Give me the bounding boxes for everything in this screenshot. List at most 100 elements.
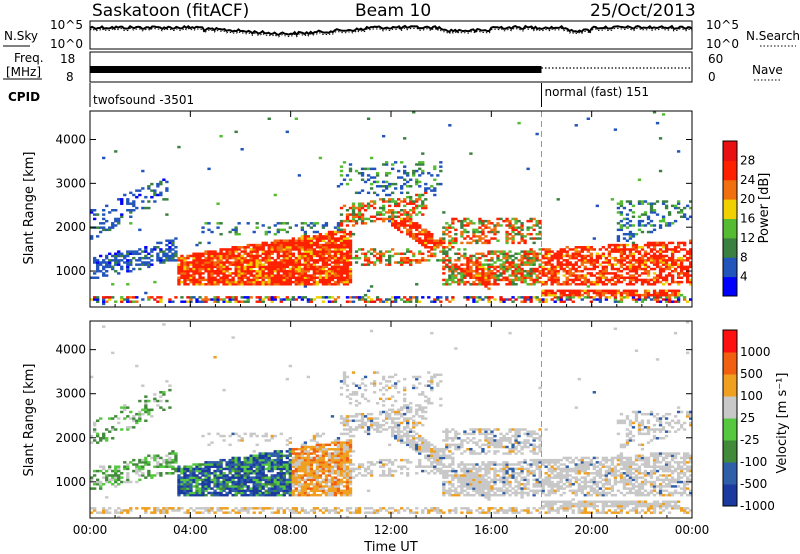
range-cell — [451, 265, 455, 269]
range-cell — [688, 215, 693, 219]
range-cell — [339, 248, 344, 251]
range-cell — [619, 298, 624, 301]
range-cell — [360, 252, 365, 256]
range-cell — [255, 456, 259, 460]
range-cell — [195, 507, 199, 510]
range-cell — [255, 454, 259, 458]
range-cell — [210, 491, 214, 495]
range-cell — [604, 269, 609, 273]
range-cell — [646, 202, 651, 205]
range-cell — [234, 298, 238, 301]
range-cell — [234, 248, 238, 251]
range-cell — [619, 226, 624, 229]
range-cell — [210, 493, 214, 497]
range-cell — [514, 272, 518, 275]
range-cell — [381, 204, 386, 208]
range-cell — [114, 465, 118, 468]
range-cell — [99, 261, 103, 264]
range-cell — [291, 276, 295, 279]
range-cell — [225, 269, 229, 273]
range-cell — [327, 230, 332, 234]
range-cell — [243, 491, 247, 495]
range-cell — [673, 204, 678, 208]
range-cell — [309, 487, 314, 490]
range-cell — [303, 256, 308, 260]
range-cell — [469, 267, 473, 271]
range-cell — [210, 487, 214, 490]
range-cell — [511, 272, 515, 275]
range-cell — [469, 237, 473, 240]
range-cell — [264, 476, 268, 479]
range-cell — [327, 474, 332, 477]
range-cell — [354, 191, 359, 195]
range-cell — [303, 272, 308, 275]
range-cell — [174, 252, 178, 256]
range-cell — [285, 461, 289, 464]
range-cell — [490, 256, 494, 260]
range-cell — [294, 474, 298, 477]
range-cell — [111, 478, 115, 482]
range-cell — [366, 174, 371, 177]
range-cell — [535, 256, 539, 260]
range-cell — [363, 300, 368, 303]
range-cell — [246, 458, 250, 462]
range-cell — [210, 509, 214, 512]
range-cell — [481, 272, 485, 275]
range-cell — [303, 450, 308, 453]
range-cell — [231, 489, 235, 493]
range-cell — [180, 269, 184, 273]
range-cell — [300, 474, 305, 477]
range-cell — [318, 239, 323, 242]
range-cell — [333, 441, 338, 444]
range-cell — [321, 224, 326, 227]
range-cell — [421, 206, 425, 210]
range-cell — [309, 256, 314, 260]
range-cell — [255, 278, 259, 282]
range-cell — [150, 474, 154, 477]
range-cell — [105, 476, 109, 479]
range-cell — [288, 467, 292, 471]
range-cell — [276, 248, 280, 251]
range-cell — [412, 169, 416, 173]
range-cell — [478, 235, 482, 238]
range-cell — [427, 296, 431, 299]
range-cell — [676, 276, 681, 279]
range-cell — [147, 507, 151, 510]
range-cell — [613, 289, 618, 293]
range-cell — [237, 267, 241, 271]
range-cell — [324, 480, 329, 484]
range-cell — [264, 507, 268, 510]
range-cell — [252, 280, 256, 284]
range-cell — [661, 219, 666, 223]
range-cell — [571, 248, 575, 251]
range-cell — [237, 458, 241, 462]
range-cell — [499, 274, 503, 277]
range-cell — [195, 254, 199, 258]
range-cell — [234, 246, 238, 249]
range-cell — [469, 219, 473, 223]
range-cell — [267, 463, 271, 466]
range-cell — [324, 272, 329, 275]
range-cell — [207, 256, 211, 260]
range-cell — [333, 476, 338, 479]
range-cell — [318, 465, 323, 468]
range-cell — [306, 461, 311, 464]
range-cell — [189, 482, 193, 486]
range-cell — [240, 276, 244, 279]
range-cell — [270, 300, 274, 303]
range-cell — [198, 254, 202, 258]
range-cell — [384, 211, 389, 214]
range-cell — [333, 261, 338, 264]
range-cell — [249, 254, 253, 258]
range-cell — [613, 259, 618, 262]
range-cell — [634, 250, 639, 253]
range-cell — [327, 469, 332, 473]
range-cell — [270, 280, 274, 284]
range-cell — [601, 289, 606, 293]
range-cell — [336, 283, 341, 286]
range-cell — [418, 239, 422, 242]
range-cell — [493, 267, 497, 271]
range-cell — [117, 421, 121, 425]
range-cell — [607, 250, 612, 253]
range-cell — [234, 265, 238, 269]
